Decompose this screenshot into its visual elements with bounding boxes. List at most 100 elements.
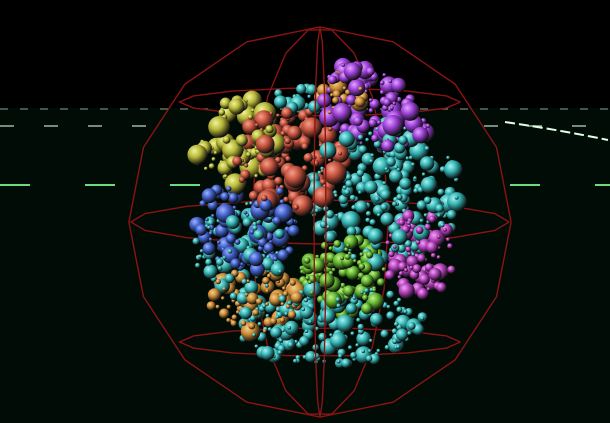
atom-ball [345, 173, 352, 181]
atom-ball [382, 114, 404, 136]
atom-ball [192, 237, 200, 245]
atom-ball [348, 79, 366, 97]
atom-ball [426, 123, 431, 128]
atom-ball [388, 258, 403, 274]
atom-ball [274, 95, 287, 109]
atom-ball [228, 98, 245, 115]
atom-ball [312, 186, 335, 208]
atom-ball [284, 311, 289, 316]
atom-ball [282, 286, 286, 291]
atom-ball [245, 202, 249, 206]
atom-ball [386, 304, 391, 309]
atom-ball [248, 251, 264, 267]
atom-ball [419, 218, 424, 223]
atom-ball [342, 185, 347, 190]
atom-ball [356, 181, 368, 194]
atom-ball [235, 134, 248, 147]
atom-ball [369, 98, 373, 102]
atom-ball [447, 243, 453, 249]
atom-ball [240, 320, 247, 326]
atom-ball [281, 107, 293, 119]
atom-ball [329, 333, 333, 337]
atom-ball [245, 151, 252, 158]
atom-ball [415, 226, 424, 235]
atom-ball [341, 63, 346, 67]
atom-ball [342, 86, 347, 90]
atom-ball [367, 349, 372, 353]
atom-ball [393, 300, 400, 307]
atom-ball [222, 135, 231, 144]
atom-ball [405, 246, 412, 253]
atom-ball [446, 237, 450, 242]
atom-ball [287, 310, 297, 319]
atom-ball [391, 229, 408, 246]
atom-ball [358, 190, 362, 195]
atom-ball [215, 304, 220, 309]
atom-ball [396, 306, 403, 313]
sphere-latitude [177, 327, 461, 357]
atom-ball [382, 181, 387, 186]
atom-ball [369, 98, 381, 110]
atom-ball [310, 290, 314, 295]
atom-ball [270, 326, 282, 339]
atom-ball [397, 297, 402, 303]
atom-ball [306, 84, 318, 95]
atom-ball [383, 98, 392, 107]
atom-ball [365, 67, 375, 76]
atom-ball [206, 301, 216, 311]
atom-ball [320, 308, 336, 324]
atom-ball [377, 120, 381, 125]
atom-ball [244, 280, 259, 295]
atom-ball [270, 262, 285, 277]
atom-ball [301, 143, 309, 150]
atom-ball [361, 349, 366, 354]
atom-ball [341, 211, 361, 231]
atom-ball [362, 294, 369, 301]
atom-ball [392, 245, 397, 249]
atom-ball [346, 243, 350, 248]
atom-ball [411, 162, 415, 167]
atom-ball [338, 353, 343, 359]
atom-ball [327, 110, 332, 115]
atom-ball [382, 73, 387, 77]
atom-ball [436, 282, 447, 293]
atom-ball [340, 282, 346, 288]
atom-ball [381, 139, 395, 153]
atom-ball [380, 212, 394, 226]
atom-ball [207, 219, 215, 226]
atom-ball [365, 211, 372, 217]
atom-ball [374, 196, 380, 202]
atom-ball [411, 252, 416, 257]
atom-ball [234, 239, 241, 245]
atom-ball [417, 253, 426, 263]
atom-ball [421, 172, 426, 177]
atom-ball [365, 355, 373, 362]
atom-ball [416, 240, 421, 245]
atom-ball [238, 176, 245, 183]
atom-ball [293, 204, 299, 210]
atom-ball [319, 142, 337, 160]
atom-ball [379, 80, 385, 86]
atom-ball [388, 79, 393, 83]
atom-ball [360, 290, 364, 295]
atom-ball [420, 176, 438, 194]
atom-ball [335, 297, 341, 302]
atom-ball [404, 268, 408, 273]
atom-ball [407, 331, 412, 336]
atom-ball [226, 186, 232, 192]
atom-ball [327, 126, 333, 132]
atom-ball [423, 213, 428, 217]
atom-ball [405, 156, 410, 160]
atom-ball [325, 209, 335, 219]
atom-ball [274, 176, 283, 186]
atom-ball [454, 195, 459, 200]
atom-ball [420, 316, 425, 321]
atom-ball [333, 240, 342, 248]
atom-ball [359, 252, 364, 257]
atom-ball [278, 338, 283, 343]
atom-ball [353, 259, 357, 263]
atom-ball [371, 134, 379, 142]
atom-ball [272, 216, 282, 225]
atom-ball [290, 291, 303, 304]
